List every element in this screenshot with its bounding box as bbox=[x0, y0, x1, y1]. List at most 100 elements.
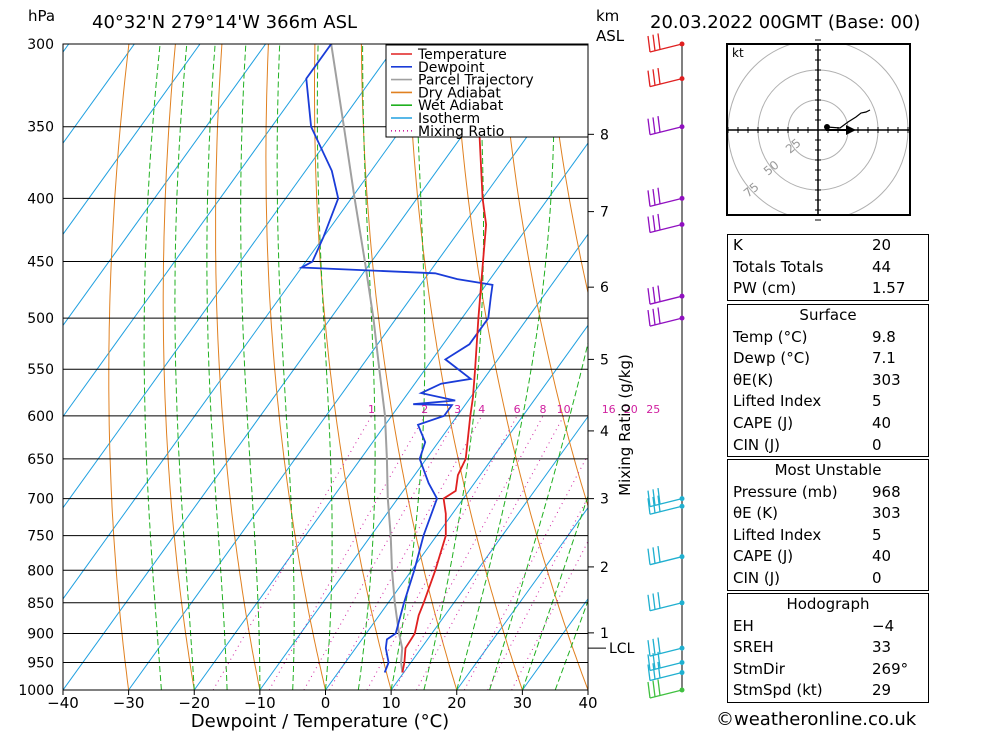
wind-barb-flag bbox=[647, 594, 651, 611]
dry-adiabat-line bbox=[215, 44, 261, 690]
legend-entry: Temperature bbox=[417, 47, 507, 63]
pressure-gridlines bbox=[63, 43, 588, 691]
dry-adiabat-line bbox=[162, 44, 195, 690]
x-tick-label: 20 bbox=[447, 694, 466, 712]
hodo-start-point bbox=[824, 124, 830, 130]
surface-label: CAPE (J) bbox=[733, 413, 794, 432]
units-asl: ASL bbox=[596, 27, 625, 45]
wind-barb-flag bbox=[657, 213, 661, 231]
legend-entry: Wet Adiabat bbox=[418, 98, 504, 114]
isotherm-line bbox=[259, 233, 588, 690]
dry-adiabat-line bbox=[966, 44, 1000, 690]
km-tick-label: 3 bbox=[600, 492, 609, 508]
units-pressure: hPa bbox=[28, 7, 55, 25]
km-tick-label: 7 bbox=[600, 205, 609, 221]
datetime: 20.03.2022 00GMT (Base: 00) bbox=[650, 12, 920, 33]
hodograph-table: Hodograph EH −4 SREH 33 StmDir 269° StmSpd … bbox=[727, 593, 929, 703]
index-row-k: K 20 bbox=[728, 235, 928, 257]
wind-barb-staff bbox=[649, 671, 683, 682]
isotherm-line bbox=[63, 44, 463, 600]
isotherm-line bbox=[128, 51, 588, 690]
wind-barb-staff bbox=[649, 497, 683, 508]
wind-barb-flag bbox=[657, 679, 661, 696]
surface-row: θE(K) 303 bbox=[728, 370, 928, 392]
wind-barb-flag bbox=[652, 489, 656, 506]
wind-barb-flag bbox=[657, 592, 661, 609]
index-value: 1.57 bbox=[872, 279, 906, 298]
isotherm-line bbox=[0, 44, 3, 690]
wind-barb-staff bbox=[649, 317, 683, 327]
km-axis: 1 2 3 4 5 6 7 8 LCL bbox=[588, 127, 635, 657]
wet-adiabat-line bbox=[456, 44, 555, 690]
wind-barb-staff bbox=[649, 126, 683, 136]
hodo-label: StmDir bbox=[733, 659, 785, 678]
isotherm-line bbox=[390, 415, 588, 690]
copyright: ©weatheronline.co.uk bbox=[716, 709, 917, 730]
wind-barb-flag bbox=[647, 548, 651, 565]
isotherm-line bbox=[63, 44, 332, 418]
surface-value: 9.8 bbox=[872, 327, 896, 346]
mixing-ratio-label: 25 bbox=[646, 403, 660, 416]
mixing-ratio-label: 2 bbox=[421, 403, 428, 416]
wet-adiabat-line bbox=[276, 44, 295, 690]
wind-barb-flag bbox=[652, 653, 656, 670]
mixing-ratio-label: 3 bbox=[454, 403, 461, 416]
wind-barb-flag bbox=[647, 490, 651, 507]
wind-barb-flag bbox=[647, 216, 651, 233]
mixing-ratio-axis-label: Mixing Ratio (g/kg) bbox=[616, 354, 634, 496]
mixing-ratio-label: 10 bbox=[557, 403, 571, 416]
wind-barb-flag bbox=[657, 116, 661, 133]
mixing-ratio-label: 16 bbox=[602, 403, 616, 416]
hodo-row: SREH 33 bbox=[728, 637, 928, 659]
wind-barb-flag bbox=[652, 69, 656, 86]
wind-barb-flag bbox=[647, 640, 651, 657]
dry-adiabat-line bbox=[920, 44, 1000, 690]
mu-row: θE (K) 303 bbox=[728, 503, 928, 525]
wind-barb-flag bbox=[647, 310, 651, 327]
temperature-line bbox=[401, 44, 488, 673]
hodo-value: 269° bbox=[872, 659, 909, 678]
index-value: 44 bbox=[872, 257, 892, 276]
x-tick-label: 10 bbox=[382, 694, 401, 712]
units-km: km bbox=[596, 7, 619, 25]
wind-barb-staff bbox=[649, 43, 683, 53]
storm-motion-arrow-icon bbox=[846, 125, 856, 135]
wind-barb-flag bbox=[647, 498, 651, 515]
wet-adiabat-line bbox=[316, 44, 333, 690]
surface-label: CIN (J) bbox=[733, 435, 781, 454]
mu-row: CIN (J) 0 bbox=[728, 568, 928, 590]
wind-barb-flag bbox=[652, 117, 656, 134]
hodograph-title: Hodograph bbox=[786, 595, 870, 613]
surface-value: 7.1 bbox=[872, 349, 896, 368]
hodo-label: EH bbox=[733, 616, 754, 635]
axes: 3003504004505005506006507007508008509009… bbox=[18, 37, 597, 712]
km-tick-label: 8 bbox=[600, 127, 609, 143]
wind-barb-flag bbox=[647, 70, 651, 87]
surface-label: θE(K) bbox=[733, 370, 774, 389]
surface-value: 303 bbox=[872, 370, 901, 389]
x-tick-label: −20 bbox=[178, 694, 210, 712]
hodo-value: −4 bbox=[872, 616, 895, 635]
x-tick-label: 0 bbox=[321, 694, 331, 712]
mixing-ratio-lines bbox=[212, 415, 588, 690]
hodo-label: StmSpd (kt) bbox=[733, 681, 823, 700]
wind-barb-staff bbox=[649, 556, 683, 566]
mixing-ratio-label: 6 bbox=[514, 403, 521, 416]
mu-value: 303 bbox=[872, 504, 901, 523]
wind-barb-flag bbox=[657, 67, 661, 85]
index-row-tt: Totals Totals 44 bbox=[728, 257, 928, 279]
surface-row: CAPE (J) 40 bbox=[728, 413, 928, 435]
surface-label: Dewp (°C) bbox=[733, 349, 811, 368]
x-tick-label: −30 bbox=[113, 694, 145, 712]
dry-adiabat-line bbox=[360, 44, 458, 690]
index-row-pw: PW (cm) 1.57 bbox=[728, 278, 928, 300]
wind-barb-flag bbox=[652, 547, 656, 564]
pressure-tick-label: 650 bbox=[27, 452, 54, 468]
surface-table: Surface Temp (°C) 9.8 Dewp (°C) 7.1 θE(K) 3… bbox=[727, 304, 929, 458]
isotherm-line bbox=[456, 506, 588, 690]
wind-barb-flag bbox=[657, 651, 661, 668]
most-unstable-title: Most Unstable bbox=[774, 461, 882, 479]
pressure-tick-label: 500 bbox=[27, 311, 54, 327]
x-tick-label: −10 bbox=[244, 694, 276, 712]
